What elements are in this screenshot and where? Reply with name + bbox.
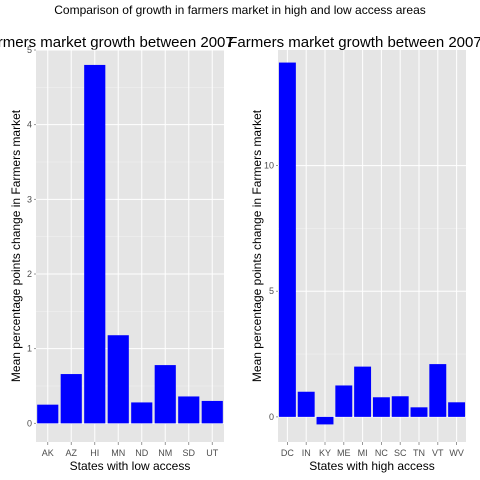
high-access-bar-dc (278, 62, 296, 417)
low-access-x-ticks: AK AZ HI MN ND NM SD UT (42, 442, 219, 458)
high-access-chart-title: Farmers market growth between 2007 (228, 34, 480, 51)
high-access-x-tick-label: KY (319, 448, 331, 458)
high-access-bar-tn (410, 407, 428, 417)
high-access-x-tick-label: DC (281, 448, 294, 458)
low-access-x-tick-label: SD (182, 448, 195, 458)
low-access-x-tick-label: HI (90, 448, 99, 458)
high-access-x-tick-label: TN (413, 448, 425, 458)
low-access-x-tick-label: AK (42, 448, 54, 458)
high-access-y-ticks: 0 5 10 (264, 161, 278, 422)
low-access-bars (37, 64, 223, 424)
low-access-bar-nd (131, 402, 153, 424)
low-access-x-tick-label: AZ (65, 448, 77, 458)
low-access-chart: Farmers market growth between 2007 0 1 2 3 4… (0, 34, 234, 473)
low-access-bar-ak (37, 404, 59, 424)
low-access-y-tick-label: 1 (27, 344, 32, 354)
low-access-y-tick-label: 2 (27, 269, 32, 279)
low-access-bar-ut (201, 400, 223, 424)
high-access-y-tick-label: 0 (269, 412, 274, 422)
high-access-x-tick-label: SC (394, 448, 407, 458)
low-access-y-tick-label: 4 (27, 120, 32, 130)
low-access-bar-hi (84, 64, 106, 424)
high-access-y-tick-label: 5 (269, 286, 274, 296)
low-access-y-axis-label: Mean percentage points change in Farmers… (9, 109, 23, 382)
high-access-bar-ky (316, 416, 334, 425)
high-access-x-tick-label: VT (432, 448, 444, 458)
low-access-y-tick-label: 5 (27, 45, 32, 55)
low-access-x-tick-label: MN (111, 448, 125, 458)
high-access-bar-me (335, 385, 353, 417)
high-access-bar-nc (372, 397, 390, 417)
high-access-bar-wv (448, 402, 466, 417)
high-access-gridlines (278, 50, 466, 442)
low-access-chart-title: Farmers market growth between 2007 (0, 34, 234, 51)
high-access-bar-sc (391, 396, 409, 417)
low-access-bar-az (60, 374, 82, 424)
high-access-bar-in (297, 391, 315, 417)
high-access-y-axis-label: Mean percentage points change in Farmers… (250, 109, 264, 382)
high-access-x-tick-label: ME (337, 448, 351, 458)
high-access-x-tick-label: IN (302, 448, 311, 458)
high-access-chart: Farmers market growth between 2007 0510 … (228, 34, 480, 473)
low-access-x-tick-label: UT (206, 448, 218, 458)
low-access-bar-nm (154, 365, 176, 424)
low-access-y-tick-label: 3 (27, 194, 32, 204)
low-access-y-tick-label: 0 (27, 418, 32, 428)
high-access-bar-vt (429, 364, 447, 417)
high-access-x-tick-label: NC (375, 448, 388, 458)
low-access-x-tick-label: NM (158, 448, 172, 458)
high-access-bars (278, 62, 466, 425)
low-access-y-ticks: 0 1 2 3 4 5 (27, 45, 36, 428)
high-access-bar-mi (354, 366, 372, 417)
high-access-x-axis-label: States with high access (309, 459, 434, 473)
high-access-y-tick-label: 10 (264, 161, 274, 171)
figure-title: Comparison of growth in farmers market i… (54, 3, 426, 17)
low-access-x-axis-label: States with low access (70, 459, 191, 473)
low-access-x-tick-label: ND (135, 448, 148, 458)
low-access-bar-mn (107, 335, 129, 424)
high-access-x-tick-label: WV (449, 448, 464, 458)
high-access-x-ticks: DC IN KY ME MI NC SC TN VT WV (281, 442, 464, 458)
high-access-x-tick-label: MI (358, 448, 368, 458)
low-access-bar-sd (178, 396, 200, 424)
